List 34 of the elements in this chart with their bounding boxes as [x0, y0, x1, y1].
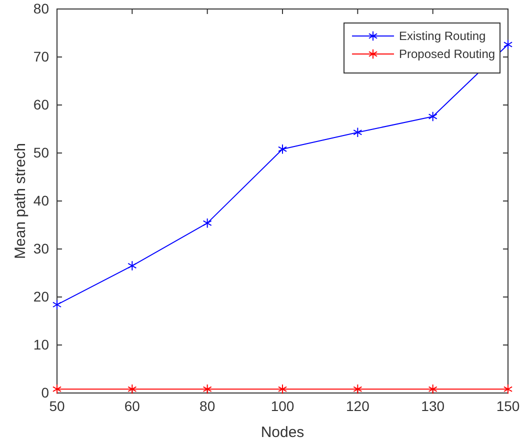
y-tick-label: 80 [33, 0, 50, 16]
y-tick-label: 60 [33, 96, 50, 112]
point [128, 384, 137, 394]
point [428, 384, 438, 394]
y-tick-label: 40 [33, 192, 50, 208]
y-tick-label: 0 [41, 384, 50, 400]
point [202, 218, 212, 228]
y-axis-title: Mean path strech [12, 143, 29, 259]
y-tick-label: 10 [33, 336, 50, 352]
x-tick-label: 50 [49, 398, 65, 414]
legend-label: Proposed Routing [399, 47, 496, 61]
point [353, 127, 362, 138]
y-tick-label: 20 [33, 288, 50, 304]
point [128, 260, 137, 271]
x-tick-label: 80 [200, 398, 216, 414]
x-tick-label: 100 [270, 398, 294, 414]
legend-label: Existing Routing [399, 29, 486, 43]
point [278, 384, 288, 394]
point [503, 384, 513, 394]
x-tick-label: 130 [421, 398, 445, 414]
y-tick-label: 50 [33, 144, 50, 160]
x-tick-label: 150 [496, 398, 520, 414]
point [278, 144, 288, 154]
x-tick-label: 60 [124, 398, 140, 414]
point [52, 384, 62, 394]
y-tick-label: 70 [33, 48, 50, 64]
point [353, 384, 362, 394]
point [503, 39, 513, 50]
point [202, 384, 212, 394]
x-axis-title: Nodes [260, 424, 304, 441]
x-tick-label: 120 [346, 398, 370, 414]
point [52, 300, 62, 310]
point [428, 111, 438, 122]
y-tick-label: 30 [33, 240, 50, 256]
